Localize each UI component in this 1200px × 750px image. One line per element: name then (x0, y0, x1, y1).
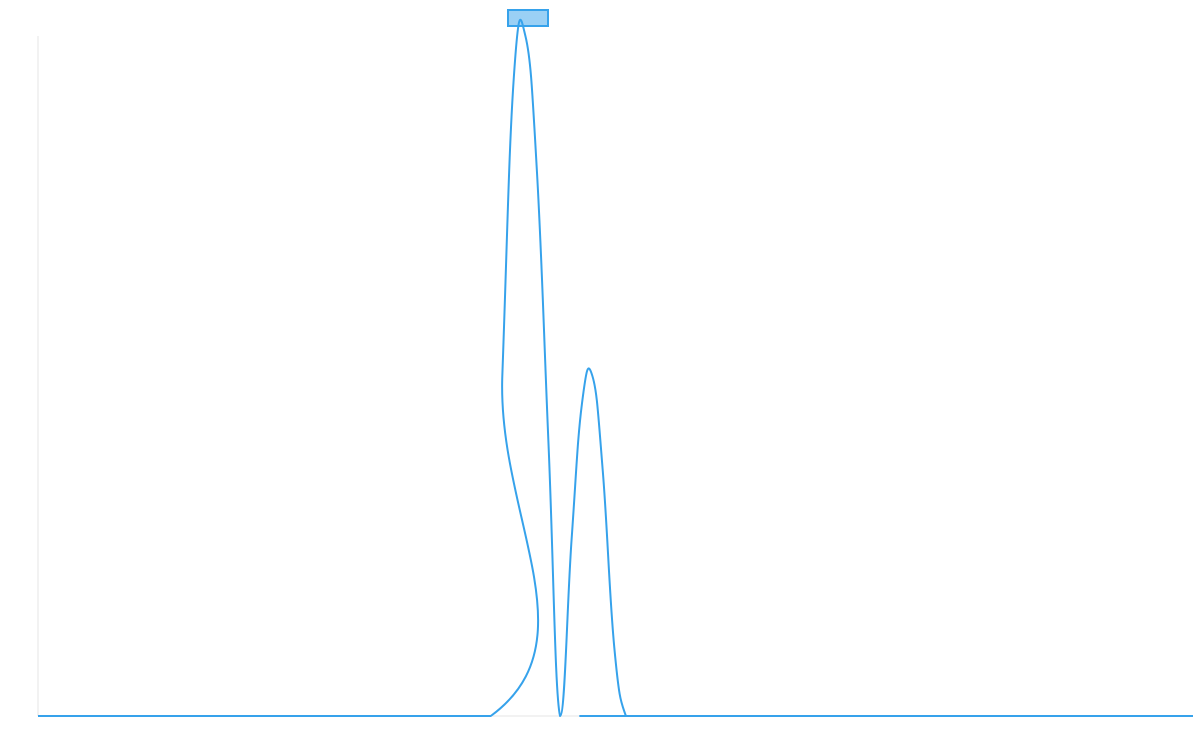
series-line-0[interactable] (38, 18, 1193, 718)
series-layer (38, 18, 1193, 718)
legend (507, 9, 549, 27)
axes (37, 36, 1193, 717)
legend-swatch[interactable] (507, 9, 549, 27)
